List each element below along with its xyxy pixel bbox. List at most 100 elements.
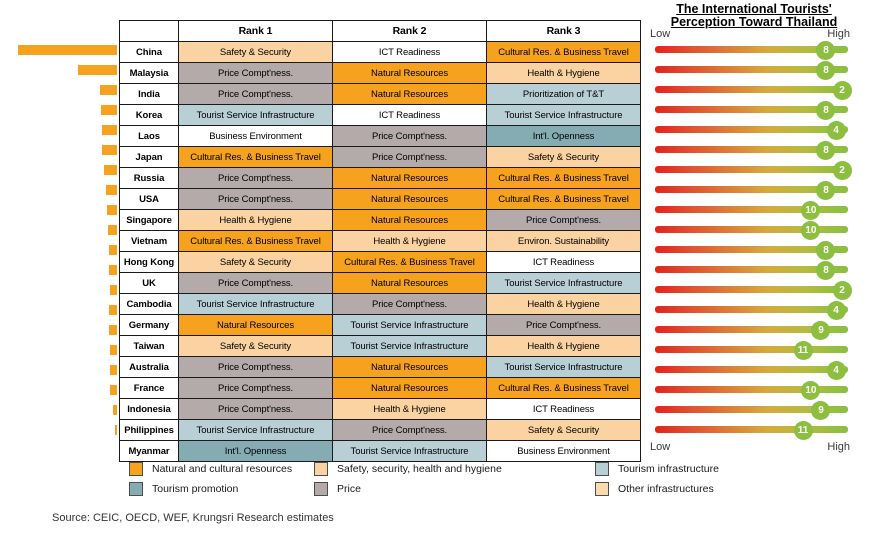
perception-score-marker: 9	[811, 320, 831, 340]
arrivals-bar	[106, 185, 117, 195]
rank-cell: Tourist Service Infrastructure	[178, 419, 333, 441]
arrivals-bar	[109, 265, 117, 275]
perception-score-marker: 4	[826, 300, 846, 320]
legend-item: Tourism promotion	[129, 482, 238, 496]
arrivals-bar	[110, 345, 117, 355]
perception-gradient-bar	[655, 126, 848, 133]
rank-cell: Health & Hygiene	[486, 62, 641, 84]
legend-item: Price	[314, 482, 361, 496]
perception-score-marker: 2	[832, 280, 852, 300]
arrivals-bar	[102, 125, 117, 135]
rank-cell: Natural Resources	[332, 83, 487, 105]
country-cell: France	[119, 377, 179, 399]
legend-item: Natural and cultural resources	[129, 462, 292, 476]
country-cell: Australia	[119, 356, 179, 378]
right-chart-title: The International Tourists' Perception T…	[648, 3, 860, 29]
perception-gradient-bar	[655, 266, 848, 273]
rank-cell: Price Compt'ness.	[332, 419, 487, 441]
rank-cell: Price Compt'ness.	[486, 209, 641, 231]
rank-cell: Cultural Res. & Business Travel	[178, 146, 333, 168]
table-row: Indonesia Price Compt'ness. Health & Hygie…	[119, 398, 641, 420]
arrivals-bar	[78, 65, 117, 75]
arrivals-bar	[109, 245, 117, 255]
table-row: Japan Cultural Res. & Business Travel Pric…	[119, 146, 641, 168]
rank-cell: ICT Readiness	[486, 398, 641, 420]
country-cell: India	[119, 83, 179, 105]
country-cell: Philippines	[119, 419, 179, 441]
arrivals-bar	[109, 305, 117, 315]
perception-score-marker: 2	[832, 80, 852, 100]
rank-cell: Price Compt'ness.	[178, 272, 333, 294]
perception-score-marker: 9	[811, 400, 831, 420]
country-cell: Taiwan	[119, 335, 179, 357]
table-row: Germany Natural Resources Tourist Service …	[119, 314, 641, 336]
rank2-header: Rank 2	[332, 20, 487, 42]
country-cell: China	[119, 41, 179, 63]
rank-cell: Natural Resources	[332, 62, 487, 84]
rank1-header: Rank 1	[178, 20, 333, 42]
rank-cell: Safety & Security	[178, 335, 333, 357]
perception-score-marker: 2	[832, 160, 852, 180]
legend-swatch	[129, 462, 143, 476]
perception-gradient-bar	[655, 326, 848, 333]
perception-score-marker: 8	[816, 100, 836, 120]
rank-cell: Natural Resources	[332, 272, 487, 294]
rank-cell: ICT Readiness	[332, 104, 487, 126]
rank-cell: Cultural Res. & Business Travel	[486, 167, 641, 189]
rank-table: Rank 1 Rank 2 Rank 3 China Safety & Secur…	[119, 20, 641, 462]
rank-cell: Tourist Service Infrastructure	[332, 440, 487, 462]
rank-cell: Health & Hygiene	[486, 293, 641, 315]
perception-score-marker: 11	[793, 420, 813, 440]
source-note: Source: CEIC, OECD, WEF, Krungsri Resear…	[52, 512, 334, 524]
perception-gradient-bar	[655, 146, 848, 153]
corner-cell	[119, 20, 179, 42]
country-cell: USA	[119, 188, 179, 210]
country-cell: Germany	[119, 314, 179, 336]
arrivals-bar-chart	[0, 40, 118, 440]
rank-cell: Tourist Service Infrastructure	[178, 104, 333, 126]
legend-swatch	[595, 482, 609, 496]
legend-swatch	[314, 462, 328, 476]
rank-cell: Cultural Res. & Business Travel	[486, 41, 641, 63]
legend-item: Safety, security, health and hygiene	[314, 462, 502, 476]
perception-gradient-bar	[655, 286, 848, 293]
rank-cell: Tourist Service Infrastructure	[332, 335, 487, 357]
rank-cell: Price Compt'ness.	[178, 356, 333, 378]
rank-cell: Cultural Res. & Business Travel	[486, 188, 641, 210]
rank-cell: Price Compt'ness.	[178, 62, 333, 84]
perception-gradient-bar	[655, 106, 848, 113]
country-cell: Indonesia	[119, 398, 179, 420]
rank-cell: Natural Resources	[332, 188, 487, 210]
arrivals-bar	[110, 385, 117, 395]
rank-cell: Natural Resources	[178, 314, 333, 336]
perception-gradient-bar	[655, 346, 848, 353]
table-row: China Safety & Security ICT Readiness Cultu…	[119, 41, 641, 63]
rank-cell: Business Environment	[486, 440, 641, 462]
rank-cell: Safety & Security	[486, 419, 641, 441]
table-row: Singapore Health & Hygiene Natural Resourc…	[119, 209, 641, 231]
rank-cell: Natural Resources	[332, 167, 487, 189]
rank-cell: Price Compt'ness.	[486, 314, 641, 336]
arrivals-bar	[110, 365, 117, 375]
legend-swatch	[129, 482, 143, 496]
table-row: Korea Tourist Service Infrastructure ICT R…	[119, 104, 641, 126]
rank-cell: Price Compt'ness.	[178, 167, 333, 189]
arrivals-bar	[107, 205, 117, 215]
arrivals-bar	[101, 105, 117, 115]
perception-gradient-bar	[655, 46, 848, 53]
rank-cell: Health & Hygiene	[332, 230, 487, 252]
country-cell: Singapore	[119, 209, 179, 231]
country-cell: Russia	[119, 167, 179, 189]
perception-score-marker: 4	[826, 120, 846, 140]
rank-cell: Int'l. Openness	[178, 440, 333, 462]
low-label-bottom: Low	[650, 441, 671, 453]
high-label-top: High	[827, 28, 850, 40]
perception-score-marker: 8	[816, 140, 836, 160]
rank-cell: Business Environment	[178, 125, 333, 147]
country-cell: Korea	[119, 104, 179, 126]
rank-cell: Safety & Security	[178, 251, 333, 273]
rank-cell: Safety & Security	[178, 41, 333, 63]
rank-cell: Natural Resources	[332, 209, 487, 231]
perception-gradient-bar	[655, 366, 848, 373]
